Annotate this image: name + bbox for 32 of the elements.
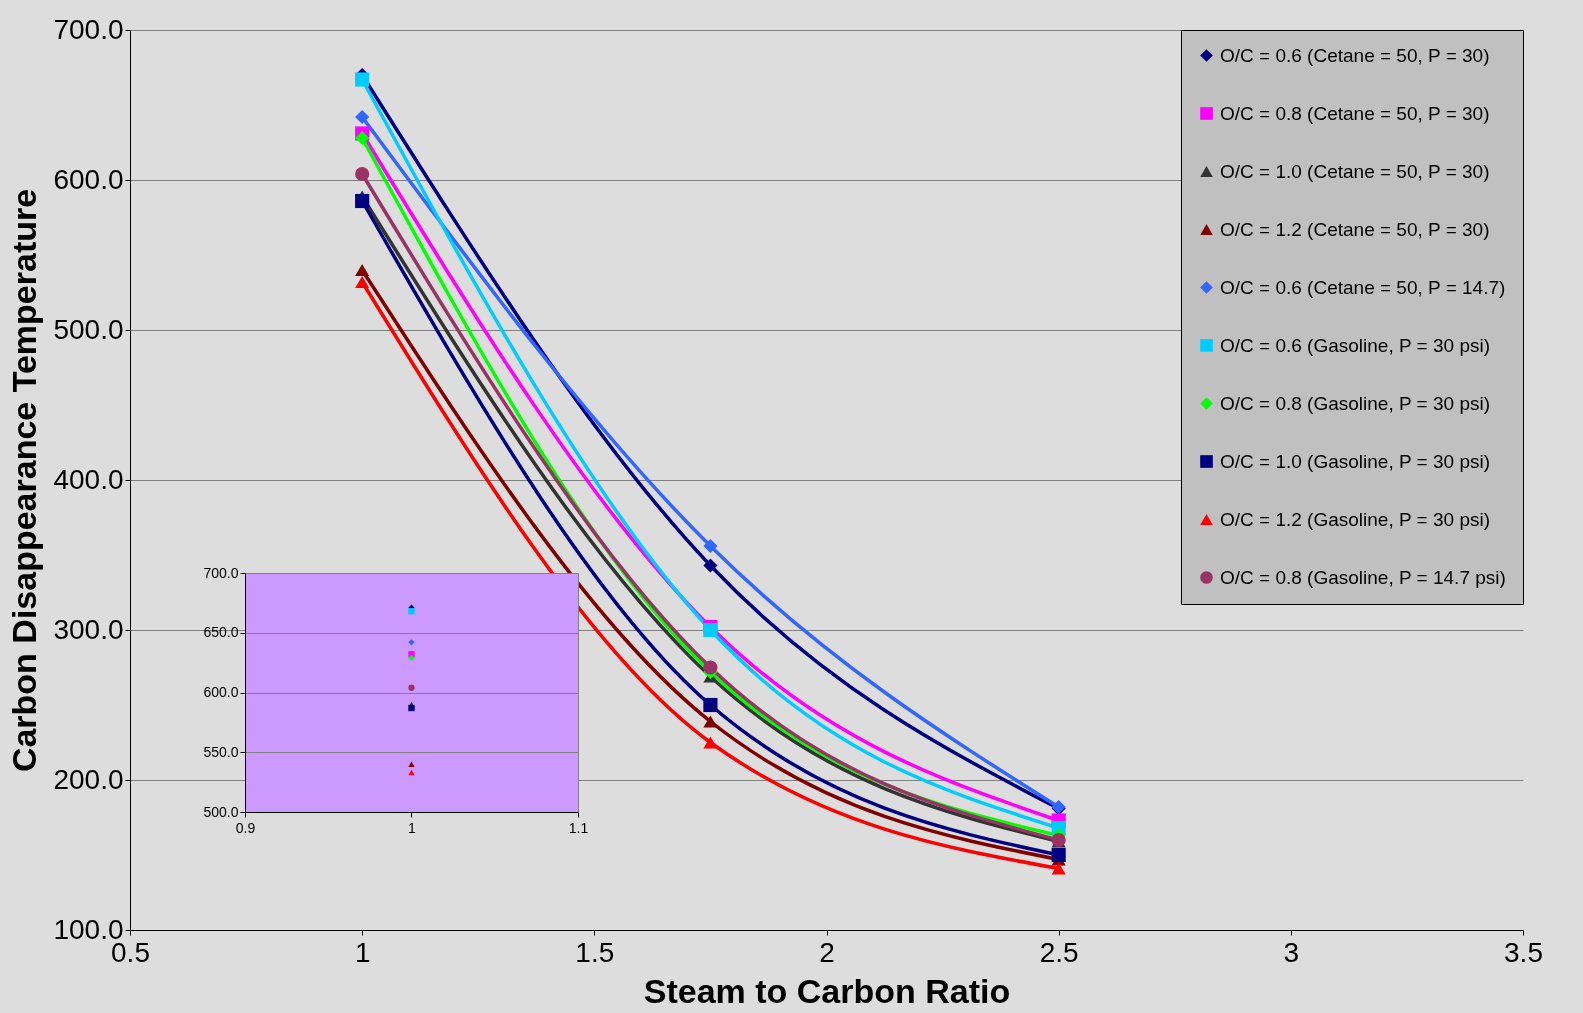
y-tick-label: 500.0 [203,803,239,820]
y-tick-label: 700.0 [53,13,124,45]
y-axis-title: Carbon Disappearance Temperature [5,188,44,773]
x-tick-label: 2 [819,936,835,968]
legend-label: O/C = 0.6 (Cetane = 50, P = 30) [1220,44,1490,66]
legend-label: O/C = 0.6 (Cetane = 50, P = 14.7) [1220,276,1506,298]
y-tick-label: 600.0 [203,684,239,700]
y-tick-label: 650.0 [203,624,239,641]
legend-label: O/C = 1.0 (Gasoline, P = 30 psi) [1220,450,1491,472]
legend-label: O/C = 0.8 (Gasoline, P = 30 psi) [1220,392,1491,414]
x-tick-label: 3.5 [1504,936,1543,968]
legend-label: O/C = 0.8 (Gasoline, P = 14.7 psi) [1220,566,1506,588]
x-tick-label: 1.5 [575,936,615,968]
x-axis-title: Steam to Carbon Ratio [643,971,1011,1010]
legend-label: O/C = 1.2 (Gasoline, P = 30 psi) [1220,508,1491,530]
x-tick-label: 3 [1283,936,1300,968]
y-tick-label: 200.0 [53,763,124,795]
x-tick-label: 2.5 [1039,936,1079,968]
x-tick-label: 1.1 [568,819,589,836]
y-tick-label: 700.0 [203,564,239,581]
y-tick-label: 600.0 [53,163,124,195]
y-tick-label: 400.0 [53,463,124,495]
x-tick-label: 0.9 [235,819,256,836]
legend-label: O/C = 1.2 (Cetane = 50, P = 30) [1220,218,1490,240]
legend-label: O/C = 0.6 (Gasoline, P = 30 psi) [1220,334,1491,356]
y-tick-label: 300.0 [53,613,124,645]
x-tick-label: 1 [408,819,417,836]
x-tick-label: 1 [354,936,371,968]
legend-label: O/C = 1.0 (Cetane = 50, P = 30) [1220,160,1490,182]
y-tick-label: 550.0 [203,743,239,760]
y-tick-label: 500.0 [53,313,124,345]
legend-label: O/C = 0.8 (Cetane = 50, P = 30) [1220,102,1490,124]
